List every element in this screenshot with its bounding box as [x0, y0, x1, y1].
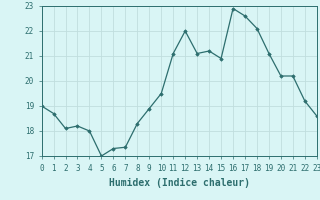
X-axis label: Humidex (Indice chaleur): Humidex (Indice chaleur): [109, 178, 250, 188]
